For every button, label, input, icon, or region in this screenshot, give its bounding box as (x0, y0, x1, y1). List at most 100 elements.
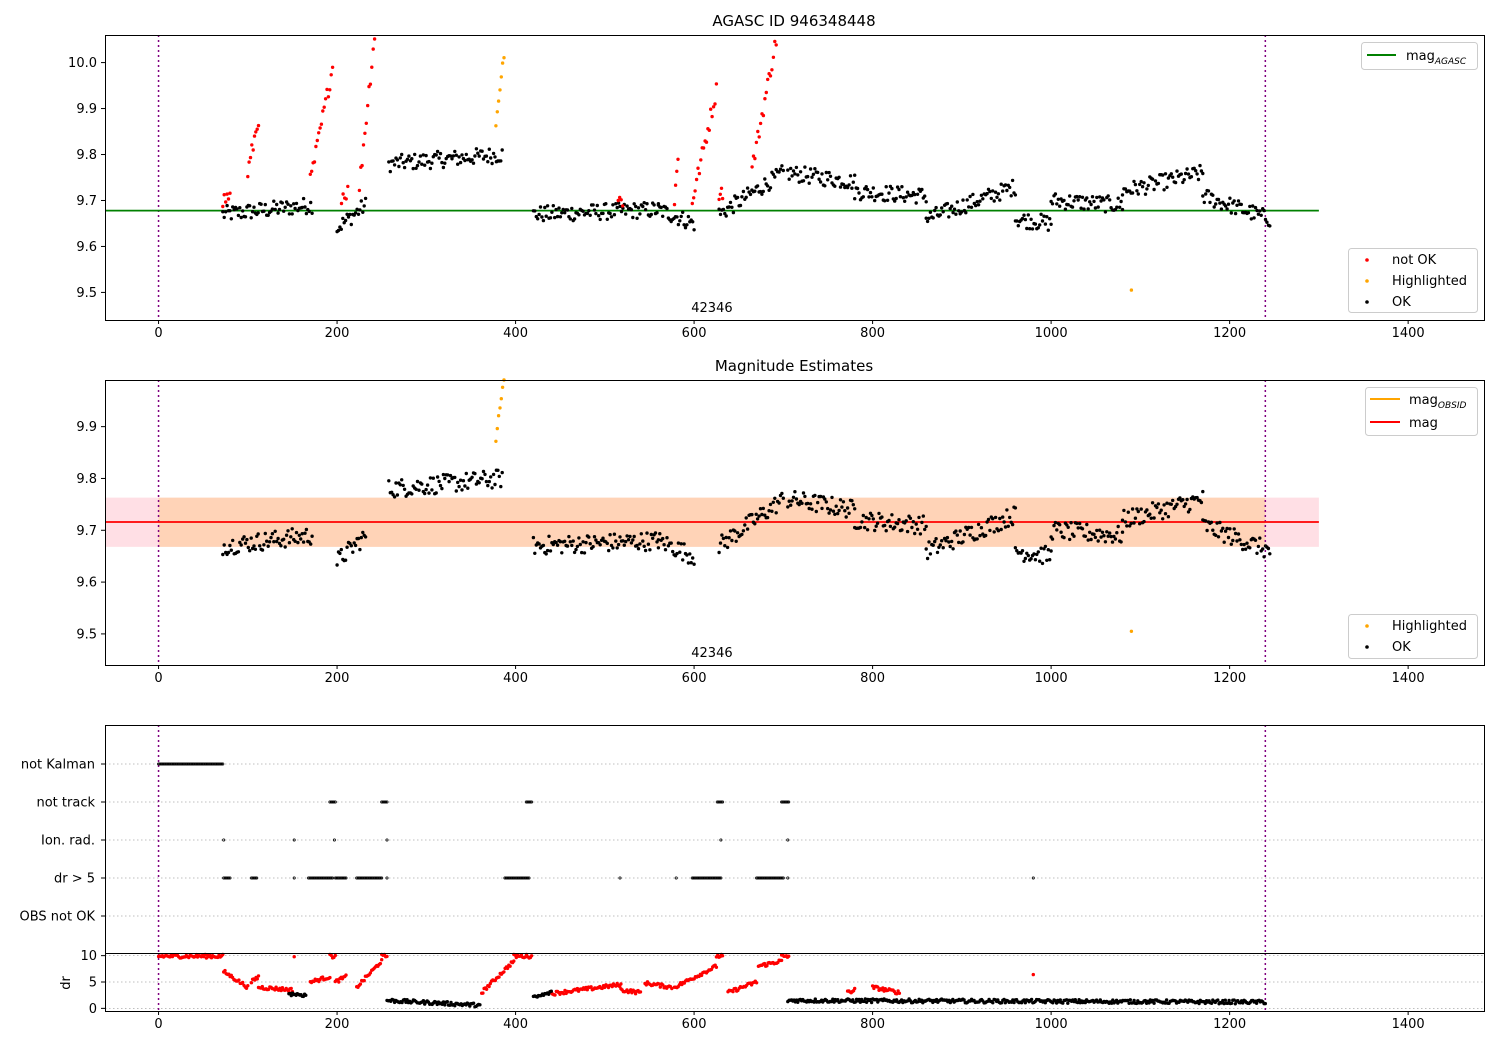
ok-point (807, 506, 811, 511)
flag-point-not-track (384, 800, 388, 804)
flag-point-ion-rad (719, 838, 723, 842)
ok-point (1201, 194, 1205, 198)
not-ok-point (329, 73, 333, 77)
ok-point (398, 483, 402, 487)
ok-point (489, 156, 493, 160)
ok-point (761, 189, 765, 194)
ok-point (837, 175, 841, 179)
ok-point (871, 517, 875, 521)
ok-point (587, 535, 591, 539)
ok-point (1056, 197, 1061, 201)
ok-point (346, 215, 351, 219)
ok-point (1020, 549, 1025, 553)
panel2-legend-points-box (1348, 614, 1478, 659)
ok-point (861, 195, 865, 199)
y-tick-label: 9.5 (76, 627, 97, 642)
ok-point (448, 473, 453, 478)
not-ok-point (770, 68, 774, 72)
highlighted-point (1129, 629, 1134, 633)
ok-point (335, 563, 339, 567)
flag-point-not-track (333, 800, 337, 804)
ok-point (691, 220, 695, 224)
ok-point (945, 535, 950, 540)
ok-point (883, 199, 887, 203)
ok-point (903, 199, 907, 203)
ok-point (1239, 202, 1244, 207)
ok-point (787, 177, 791, 181)
flag-point-dr-5 (227, 876, 231, 880)
ok-point (1214, 202, 1218, 206)
ok-point (414, 487, 418, 491)
ok-point (679, 214, 683, 219)
ok-point (721, 207, 726, 212)
ok-point (1045, 558, 1049, 562)
ok-point (619, 209, 624, 214)
ok-point (1062, 198, 1066, 203)
ok-point (874, 524, 878, 528)
ok-point (339, 227, 343, 231)
ok-point (615, 546, 619, 550)
ok-point (1113, 537, 1118, 541)
ok-point (632, 202, 636, 206)
not-ok-point (251, 148, 255, 152)
ok-point (893, 525, 897, 529)
ok-point (1215, 521, 1219, 525)
ok-point (1028, 227, 1032, 231)
ok-point (454, 153, 458, 157)
ok-point (537, 542, 541, 546)
ok-point (300, 532, 304, 536)
ok-point (867, 195, 871, 199)
dr-ok-point (962, 998, 966, 1002)
dr-flagged-point (249, 981, 254, 985)
ok-point (304, 527, 309, 532)
ok-point (531, 535, 536, 540)
panel1-title: AGASC ID 946348448 (712, 12, 875, 30)
ok-point (591, 545, 595, 549)
not-ok-point (763, 97, 767, 101)
ok-point (1105, 530, 1109, 534)
ok-point (609, 543, 614, 548)
flag-point-dr-5 (253, 876, 257, 880)
ok-point (470, 475, 474, 479)
panel-magnitude-estimates: Magnitude Estimates 42346 9.59.69.79.89.… (76, 357, 1485, 686)
dr-flagged-point (292, 955, 296, 959)
ok-point (222, 215, 226, 220)
x-tick-label: 1400 (1392, 671, 1425, 686)
ok-point (1194, 169, 1198, 173)
ok-point (259, 202, 263, 206)
ok-point (731, 210, 736, 215)
dr-flagged-point (699, 973, 704, 978)
ok-point (293, 206, 297, 211)
ok-point (1088, 530, 1092, 534)
not-ok-point (360, 163, 364, 168)
ok-point (1162, 503, 1166, 507)
ok-point (363, 196, 368, 201)
ok-point (1156, 181, 1161, 186)
ok-point (865, 187, 870, 192)
dr-ok-point (951, 997, 955, 1002)
not-ok-point (720, 196, 725, 201)
ok-point (1229, 542, 1234, 546)
ok-point (807, 181, 811, 185)
ok-point (1005, 188, 1009, 193)
ok-point (581, 540, 585, 544)
ok-point (415, 163, 420, 168)
ok-point (965, 198, 969, 202)
x-tick-label: 0 (154, 1017, 162, 1032)
ok-point (1119, 540, 1123, 544)
ok-point (1085, 196, 1089, 200)
ok-point (941, 546, 945, 550)
not-ok-point (317, 131, 321, 135)
not-ok-point (321, 109, 325, 113)
ok-point (624, 539, 628, 544)
dr-flagged-point (344, 973, 348, 977)
ok-point (287, 541, 292, 545)
ok-point (395, 158, 400, 162)
ok-point (258, 544, 262, 548)
dr-flagged-point (508, 964, 512, 968)
ok-point (239, 215, 243, 220)
ok-point (683, 226, 688, 230)
ok-point (363, 535, 368, 539)
ok-point (1152, 516, 1156, 520)
ok-point (850, 499, 854, 503)
